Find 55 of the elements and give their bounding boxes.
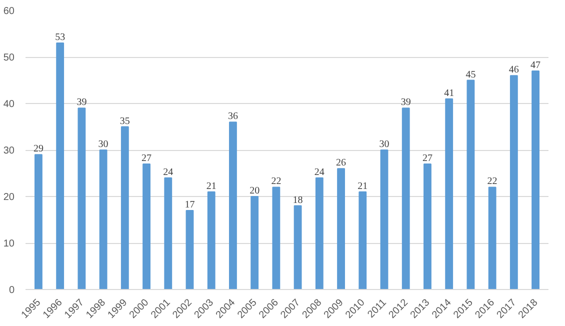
bar (510, 75, 518, 290)
bar (207, 191, 216, 290)
bar (120, 126, 129, 290)
data-label: 30 (98, 139, 108, 150)
bar (466, 80, 475, 290)
bar (402, 108, 410, 290)
bar (424, 163, 432, 290)
bar (445, 98, 454, 290)
bar (34, 154, 42, 290)
bar (488, 186, 496, 290)
bar (315, 177, 324, 290)
data-label: 39 (76, 97, 87, 108)
bar (358, 191, 367, 290)
data-label: 24 (314, 166, 324, 178)
bar (380, 150, 388, 290)
data-label: 36 (228, 111, 238, 122)
data-label: 27 (142, 152, 152, 164)
data-label: 22 (271, 176, 282, 188)
bar (142, 163, 150, 290)
data-label: 17 (184, 199, 195, 210)
bar (186, 210, 194, 290)
bar (250, 196, 259, 290)
y-tick-label: 0 (8, 285, 15, 296)
y-tick-label: 40 (3, 99, 15, 110)
y-tick-label: 20 (3, 192, 15, 203)
y-tick-label: 30 (3, 146, 15, 156)
bar (532, 70, 540, 290)
data-label: 18 (292, 194, 303, 206)
data-label: 39 (400, 97, 411, 108)
y-tick-label: 50 (3, 52, 15, 64)
bar (78, 108, 86, 290)
y-tick-label: 10 (3, 238, 15, 250)
data-label: 45 (466, 69, 476, 80)
bar (164, 177, 172, 290)
bar (56, 42, 64, 290)
data-label: 21 (358, 180, 368, 192)
data-label: 24 (163, 166, 174, 178)
data-label: 26 (336, 158, 346, 169)
bar (294, 205, 302, 290)
data-label: 21 (206, 180, 216, 192)
bar (229, 122, 237, 290)
data-label: 30 (379, 139, 390, 150)
data-label: 29 (33, 144, 44, 155)
data-label: 35 (120, 116, 130, 127)
bar (337, 168, 345, 290)
bar (99, 150, 108, 290)
data-label: 46 (508, 64, 519, 76)
y-tick-label: 60 (3, 6, 15, 17)
bar (272, 186, 280, 290)
data-label: 22 (487, 176, 498, 188)
data-label: 41 (444, 88, 454, 99)
data-label: 20 (250, 186, 260, 196)
data-label: 53 (55, 32, 66, 44)
data-label: 47 (530, 60, 541, 71)
data-label: 27 (422, 152, 432, 164)
